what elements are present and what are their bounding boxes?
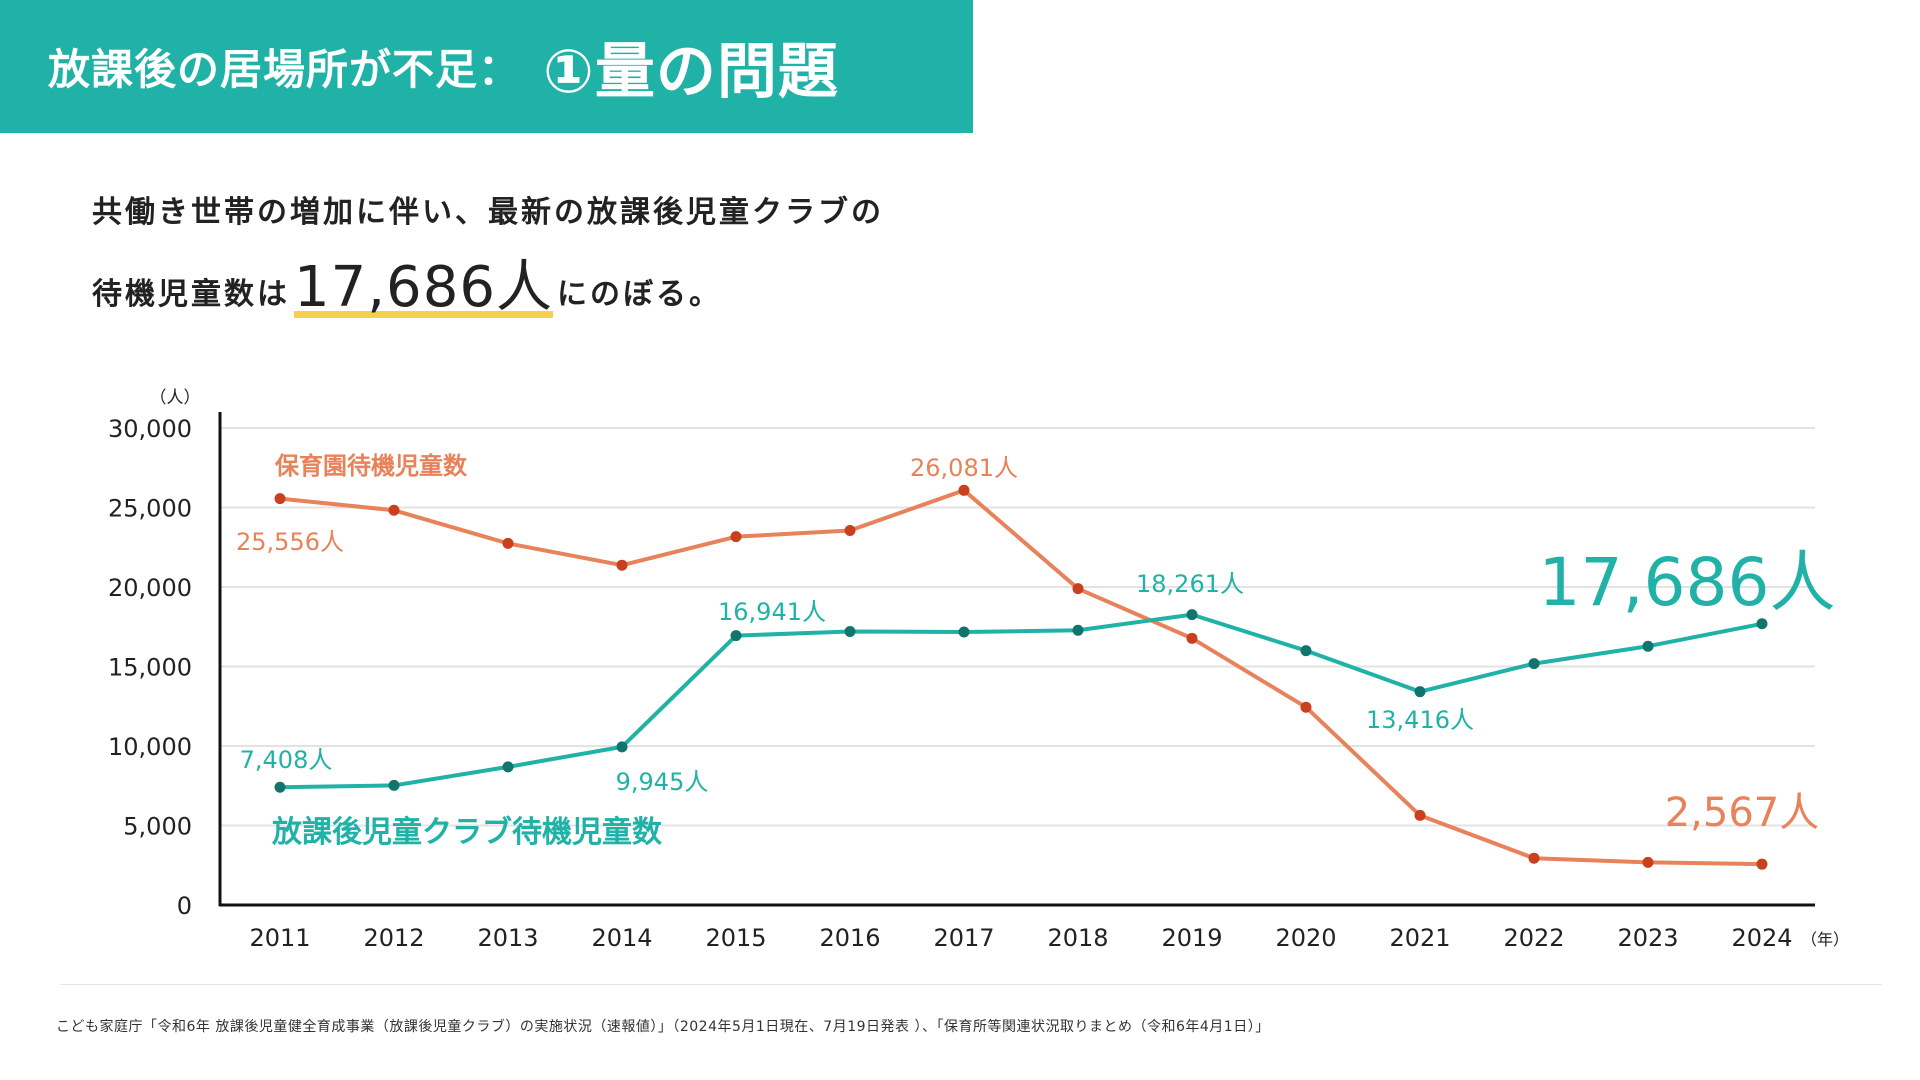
y-tick-label: 5,000 <box>123 813 192 841</box>
data-label: 7,408人 <box>240 746 333 774</box>
data-label: 17,686人 <box>1539 544 1836 621</box>
data-point <box>1528 658 1540 670</box>
x-tick-label: 2024 <box>1731 924 1792 952</box>
y-tick-label: 10,000 <box>108 733 192 761</box>
waiting-children-line-chart: 0 5,000 10,000 15,000 20,000 25,000 30,000 （人） 2… <box>108 388 1849 952</box>
y-tick-label: 20,000 <box>108 574 192 602</box>
lead-line-2-suffix: にのぼる。 <box>556 277 722 312</box>
data-point <box>1642 856 1654 868</box>
y-axis-unit: （人） <box>150 388 201 408</box>
x-axis-unit: （年） <box>1801 930 1849 949</box>
data-point <box>958 626 970 638</box>
data-point <box>1642 640 1654 652</box>
data-point <box>1186 632 1198 644</box>
data-point <box>1300 645 1312 657</box>
data-point <box>388 504 400 516</box>
series-line-1 <box>279 612 1763 790</box>
lead-line-2: 待機児童数は 17,686人 にのぼる。 <box>92 260 722 318</box>
lead-line-1: 共働き世帯の増加に伴い、最新の放課後児童クラブの <box>92 195 884 230</box>
data-point <box>730 531 742 543</box>
data-point <box>274 781 286 793</box>
data-label: 18,261人 <box>1136 570 1244 598</box>
y-tick-label: 30,000 <box>108 415 192 443</box>
x-tick-label: 2013 <box>477 924 538 952</box>
data-point <box>616 559 628 571</box>
data-point <box>730 630 742 642</box>
footer-divider <box>60 984 1882 985</box>
x-tick-label: 2011 <box>249 924 310 952</box>
x-tick-label: 2018 <box>1047 924 1108 952</box>
data-point <box>616 741 628 753</box>
data-label: 16,941人 <box>718 598 826 626</box>
highlight-number: 17,686人 <box>294 255 553 320</box>
series-line-0 <box>279 488 1763 867</box>
data-label: 9,945人 <box>616 768 709 796</box>
data-point <box>1414 809 1426 821</box>
data-point <box>844 525 856 537</box>
data-point <box>1072 583 1084 595</box>
data-point <box>1186 609 1198 621</box>
title-banner: 放課後の居場所が不足： ①量の問題 <box>0 0 973 133</box>
data-point <box>502 537 514 549</box>
data-point <box>274 493 286 505</box>
data-point <box>1756 858 1768 870</box>
data-point <box>958 484 970 496</box>
x-tick-label: 2022 <box>1503 924 1564 952</box>
series-label-afterschool: 放課後児童クラブ待機児童数 <box>271 815 663 850</box>
x-tick-label: 2014 <box>591 924 652 952</box>
x-tick-label: 2017 <box>933 924 994 952</box>
data-point <box>844 625 856 637</box>
y-tick-label: 15,000 <box>108 654 192 682</box>
page-title: 放課後の居場所が不足： <box>48 45 522 94</box>
x-tick-label: 2023 <box>1617 924 1678 952</box>
data-point <box>1528 852 1540 864</box>
data-point <box>1414 686 1426 698</box>
lead-line-2-prefix: 待機児童数は <box>92 277 290 312</box>
x-tick-label: 2012 <box>363 924 424 952</box>
page-title-emphasis: ①量の問題 <box>543 37 839 107</box>
data-label: 13,416人 <box>1366 706 1474 734</box>
source-note: こども家庭庁「令和6年 放課後児童健全育成事業（放課後児童クラブ）の実施状況（速… <box>56 1019 1270 1035</box>
y-tick-label: 0 <box>177 892 192 920</box>
x-tick-label: 2015 <box>705 924 766 952</box>
data-point <box>388 779 400 791</box>
y-tick-label: 25,000 <box>108 495 192 523</box>
x-tick-label: 2020 <box>1275 924 1336 952</box>
series-label-nursery: 保育園待機児童数 <box>274 452 468 480</box>
x-tick-label: 2016 <box>819 924 880 952</box>
data-point <box>1300 701 1312 713</box>
x-tick-label: 2019 <box>1161 924 1222 952</box>
data-label: 25,556人 <box>236 528 344 556</box>
data-label: 26,081人 <box>910 454 1018 482</box>
data-point <box>502 761 514 773</box>
data-point <box>1756 618 1768 630</box>
data-point <box>1072 624 1084 636</box>
x-tick-label: 2021 <box>1389 924 1450 952</box>
data-label: 2,567人 <box>1665 790 1820 836</box>
